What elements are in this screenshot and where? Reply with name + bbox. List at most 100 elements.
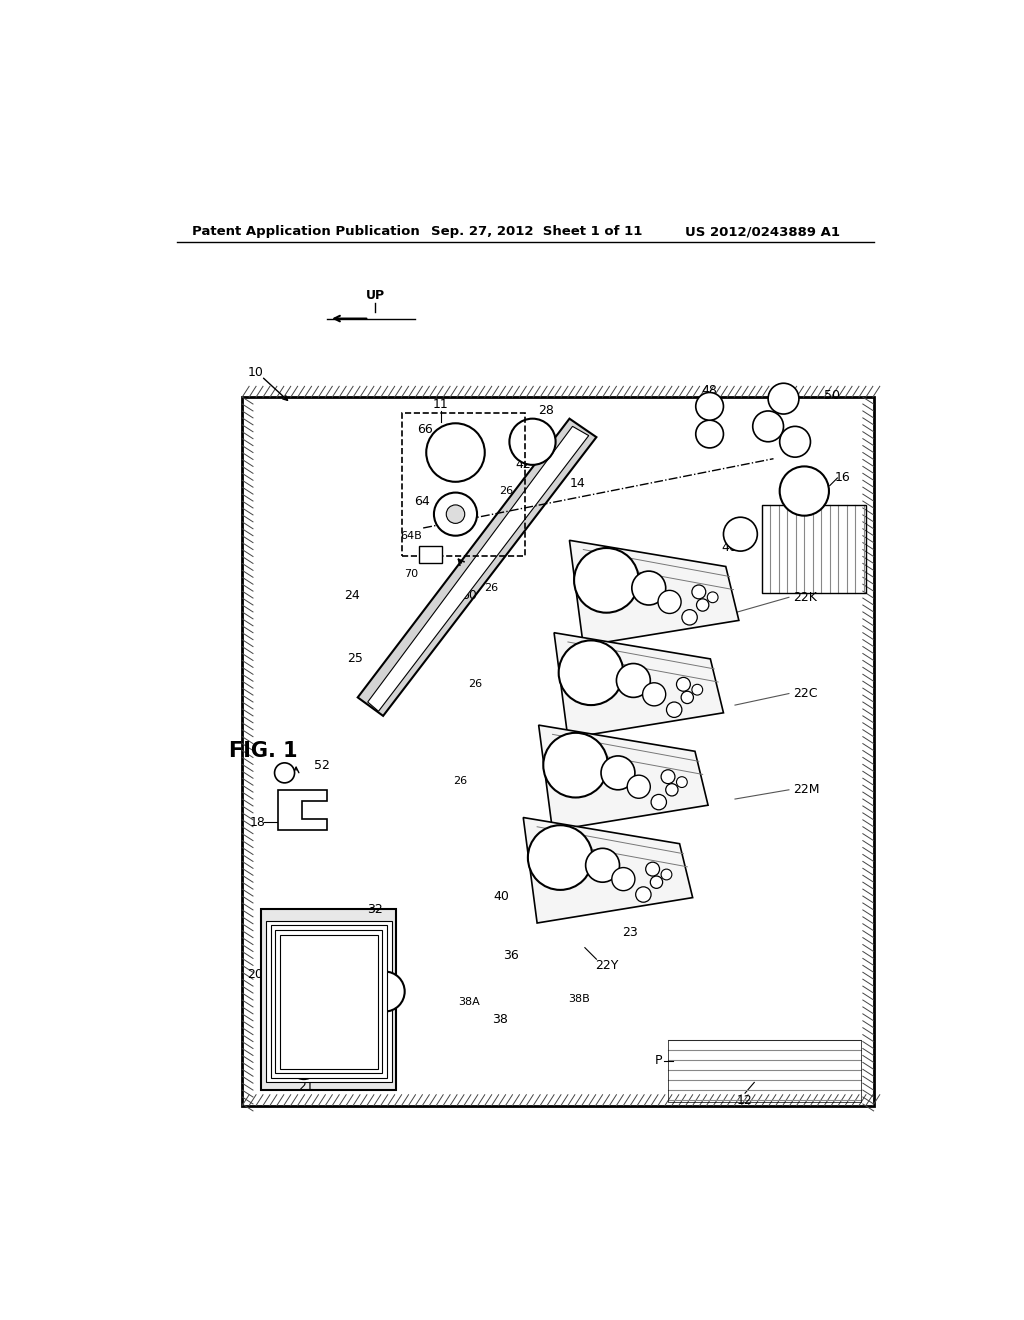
Circle shape <box>779 466 829 516</box>
Text: 60: 60 <box>462 589 477 602</box>
Text: 42: 42 <box>515 458 531 471</box>
Text: 48: 48 <box>701 384 718 397</box>
Circle shape <box>708 591 718 603</box>
Circle shape <box>646 862 659 876</box>
Circle shape <box>632 572 666 605</box>
Bar <box>668 1040 860 1102</box>
Bar <box>401 413 525 556</box>
Text: 32: 32 <box>368 903 383 916</box>
Circle shape <box>643 682 666 706</box>
Circle shape <box>544 733 608 797</box>
Circle shape <box>681 692 693 704</box>
Circle shape <box>651 795 667 810</box>
Text: 26: 26 <box>484 583 498 593</box>
Circle shape <box>650 876 663 888</box>
Circle shape <box>667 702 682 718</box>
Polygon shape <box>554 632 724 738</box>
Text: US 2012/0243889 A1: US 2012/0243889 A1 <box>685 224 840 238</box>
Text: 20: 20 <box>248 968 263 981</box>
Text: 11: 11 <box>433 399 449 412</box>
Polygon shape <box>279 789 327 830</box>
Text: 21: 21 <box>298 1080 314 1093</box>
Text: 10: 10 <box>248 366 263 379</box>
Text: 44: 44 <box>353 1005 370 1018</box>
FancyArrowPatch shape <box>263 379 288 400</box>
Text: Sep. 27, 2012  Sheet 1 of 11: Sep. 27, 2012 Sheet 1 of 11 <box>431 224 642 238</box>
Circle shape <box>666 784 678 796</box>
Text: 70: 70 <box>404 569 419 579</box>
Text: 38: 38 <box>493 1012 508 1026</box>
Circle shape <box>586 849 620 882</box>
Circle shape <box>434 492 477 536</box>
Bar <box>243 397 873 1106</box>
Text: M: M <box>452 510 459 519</box>
Bar <box>266 921 391 1082</box>
Text: 12: 12 <box>737 1094 753 1107</box>
Bar <box>275 929 382 1073</box>
Text: 40: 40 <box>494 890 510 903</box>
Polygon shape <box>569 540 739 645</box>
Polygon shape <box>357 418 596 715</box>
Text: 23: 23 <box>622 925 637 939</box>
Text: P: P <box>654 1055 662 1068</box>
Text: 26: 26 <box>453 776 467 785</box>
Text: 22C: 22C <box>793 686 817 700</box>
Circle shape <box>695 392 724 420</box>
Circle shape <box>636 887 651 903</box>
Circle shape <box>616 664 650 697</box>
Circle shape <box>574 548 639 612</box>
Circle shape <box>611 867 635 891</box>
Bar <box>419 546 441 564</box>
Text: 18: 18 <box>250 816 265 829</box>
Circle shape <box>365 972 404 1011</box>
Text: 26: 26 <box>468 678 482 689</box>
Polygon shape <box>368 426 589 711</box>
Text: 28: 28 <box>539 404 554 417</box>
Text: FIG. 1: FIG. 1 <box>228 742 297 762</box>
Circle shape <box>509 418 556 465</box>
Text: 36: 36 <box>503 949 519 962</box>
Circle shape <box>658 590 681 614</box>
Circle shape <box>601 756 635 789</box>
Circle shape <box>695 420 724 447</box>
Bar <box>280 935 378 1069</box>
Text: 22M: 22M <box>793 783 819 796</box>
Polygon shape <box>539 725 708 830</box>
Circle shape <box>768 383 799 414</box>
Text: 22Y: 22Y <box>595 958 618 972</box>
Text: 14: 14 <box>569 477 585 490</box>
Bar <box>270 925 387 1077</box>
Circle shape <box>696 599 709 611</box>
Text: 25: 25 <box>347 652 364 665</box>
Circle shape <box>753 411 783 442</box>
Circle shape <box>559 640 624 705</box>
Bar <box>261 909 396 1090</box>
Text: 38A: 38A <box>459 997 480 1007</box>
Circle shape <box>662 869 672 880</box>
Circle shape <box>724 517 758 552</box>
Circle shape <box>677 677 690 692</box>
Text: 64: 64 <box>414 495 429 508</box>
Bar <box>762 506 866 594</box>
Text: 16: 16 <box>835 471 851 484</box>
Text: 46: 46 <box>722 541 737 554</box>
Text: 50: 50 <box>823 389 840 403</box>
Text: 26: 26 <box>500 486 513 496</box>
Text: 38B: 38B <box>568 994 590 1005</box>
Circle shape <box>677 776 687 788</box>
Circle shape <box>426 424 484 482</box>
Text: UP: UP <box>366 289 385 302</box>
Text: 22K: 22K <box>793 591 816 603</box>
Circle shape <box>446 506 465 524</box>
Circle shape <box>528 825 593 890</box>
Text: 64B: 64B <box>400 531 423 541</box>
Circle shape <box>628 775 650 799</box>
Circle shape <box>274 763 295 783</box>
Text: 24: 24 <box>344 589 360 602</box>
Circle shape <box>779 426 810 457</box>
Circle shape <box>290 1052 317 1080</box>
Text: 52: 52 <box>313 759 330 772</box>
Circle shape <box>692 585 706 599</box>
Circle shape <box>692 684 702 696</box>
Text: Patent Application Publication: Patent Application Publication <box>193 224 420 238</box>
